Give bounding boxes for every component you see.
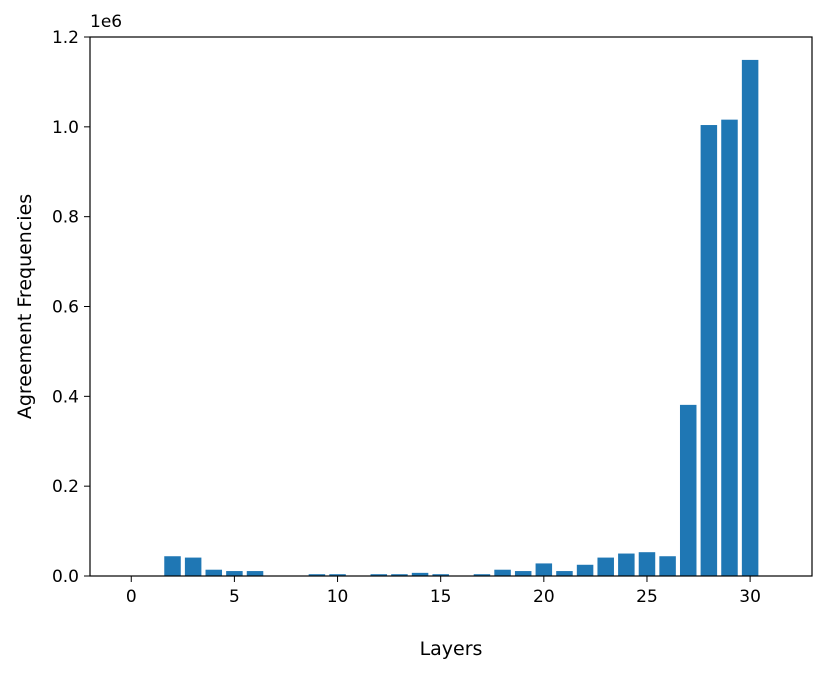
x-tick-label: 5: [229, 587, 240, 607]
y-axis: 0.0 0.2 0.4 0.6 0.8 1.0 1.2: [52, 28, 90, 587]
bar-layer-22: [576, 564, 594, 576]
bar-layer-3: [184, 557, 202, 576]
bar-layer-13: [391, 574, 408, 576]
y-offset-label: 1e6: [90, 12, 122, 32]
bar-layer-6: [246, 571, 264, 576]
y-tick-label: 0.8: [52, 208, 79, 228]
y-axis-label: Agreement Frequencies: [14, 194, 36, 419]
y-tick-label: 1.0: [52, 118, 79, 138]
bar-layer-2: [164, 556, 181, 576]
bar-layer-18: [494, 569, 511, 576]
bar-layer-5: [226, 571, 243, 576]
bar-layer-17: [473, 574, 491, 576]
x-tick-label: 10: [327, 587, 349, 607]
bar-layer-4: [205, 569, 223, 576]
x-axis: 0 5 10 15 20 25 30: [126, 576, 761, 607]
bar-layer-30: [741, 59, 759, 577]
bar-layer-29: [721, 119, 738, 576]
y-tick-label: 0.2: [52, 477, 79, 497]
x-tick-label: 15: [430, 587, 452, 607]
bar-layer-12: [370, 574, 388, 576]
y-tick-label: 0.0: [52, 567, 79, 587]
x-tick-label: 25: [636, 587, 658, 607]
y-tick-label: 0.6: [52, 298, 79, 318]
bar-layer-10: [329, 574, 346, 576]
x-tick-label: 20: [533, 587, 555, 607]
bar-layer-9: [308, 574, 326, 576]
bar-layer-25: [638, 552, 656, 576]
bar-layer-23: [597, 557, 614, 576]
bar-layer-14: [411, 572, 429, 576]
bar-layer-28: [700, 125, 718, 576]
bar-layer-24: [618, 553, 635, 576]
bar-layer-26: [659, 556, 676, 576]
bar-layer-19: [514, 571, 532, 576]
y-tick-label: 0.4: [52, 387, 79, 407]
bar-layer-20: [535, 563, 553, 576]
bar-layer-27: [679, 404, 697, 576]
x-axis-label: Layers: [420, 638, 483, 660]
x-tick-label: 0: [126, 587, 137, 607]
bars-group: [164, 59, 759, 577]
x-tick-label: 30: [739, 587, 761, 607]
bar-layer-15: [432, 574, 449, 576]
bar-layer-21: [556, 571, 573, 576]
y-tick-label: 1.2: [52, 28, 79, 48]
